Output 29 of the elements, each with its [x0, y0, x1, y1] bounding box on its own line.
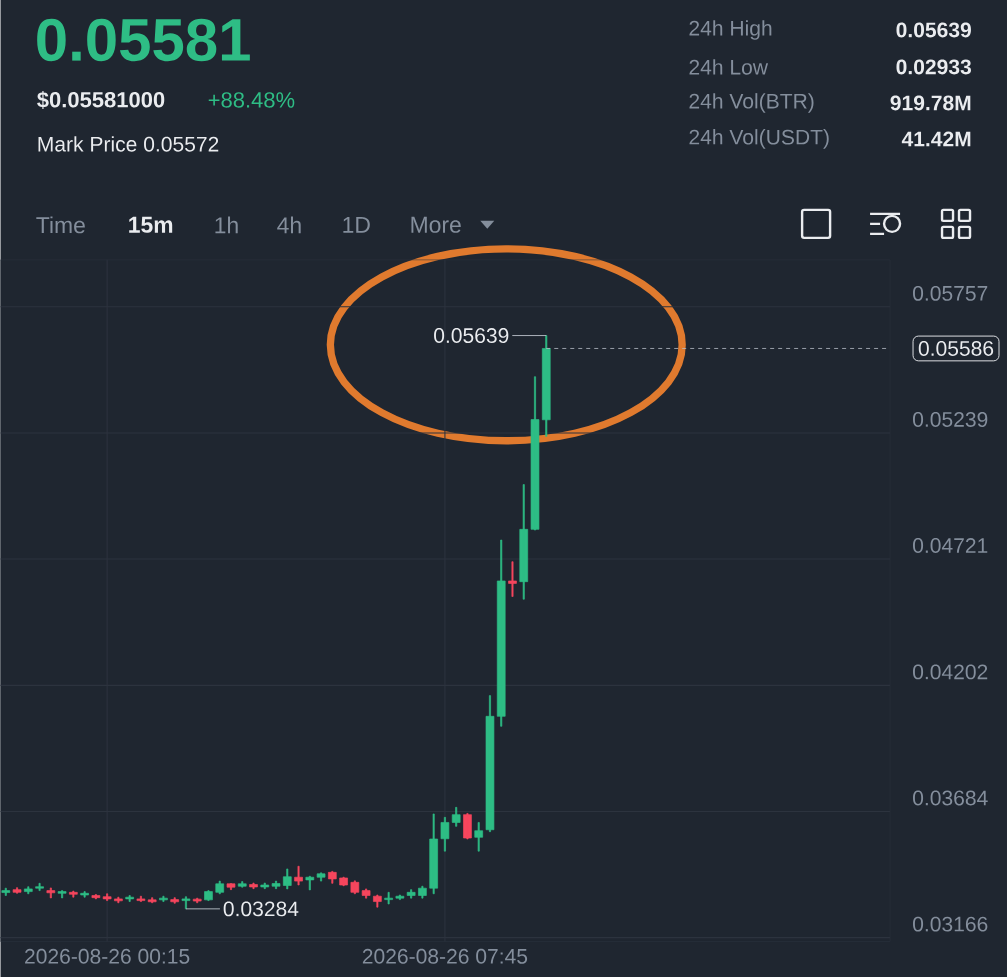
text: 41.42M — [901, 131, 971, 147]
text: 4h — [277, 216, 301, 233]
text: Mark Price 0.05572 — [38, 135, 219, 152]
annotation: 0.03284 — [223, 901, 299, 917]
y-tick-label: 0.05239 — [913, 411, 988, 427]
y-tick-label: 0.04721 — [913, 537, 988, 553]
x-tick-label: 2026-08-26 00:15 — [25, 948, 190, 964]
chart-subtitle: $0.05581000 — [37, 90, 165, 109]
text: 24h High — [689, 19, 772, 40]
x-tick-label: 2026-08-26 07:45 — [362, 948, 528, 964]
text: More — [411, 216, 461, 233]
text: 15m — [129, 216, 173, 233]
text: 24h Vol(USDT) — [689, 128, 829, 149]
y-tick-label: 0.03684 — [913, 790, 988, 806]
text: 1D — [343, 216, 370, 233]
text: 0.02933 — [896, 59, 971, 75]
chart-title: 0.05581 — [37, 18, 250, 61]
y-tick-label: 0.05757 — [913, 285, 988, 301]
text: 24h Low — [689, 58, 769, 75]
text: 0.05639 — [896, 22, 971, 38]
text: +88.48% — [208, 91, 295, 108]
y-tick-label: 0.03166 — [913, 916, 988, 932]
ref-line-label: 0.05586 — [918, 340, 994, 356]
y-tick-label: 0.04202 — [913, 664, 988, 680]
text: 1h — [215, 216, 238, 233]
text: Time — [36, 216, 85, 234]
text: 919.78M — [890, 95, 971, 111]
annotation: 0.05639 — [434, 327, 509, 343]
text: 24h Vol(BTR) — [689, 92, 814, 113]
